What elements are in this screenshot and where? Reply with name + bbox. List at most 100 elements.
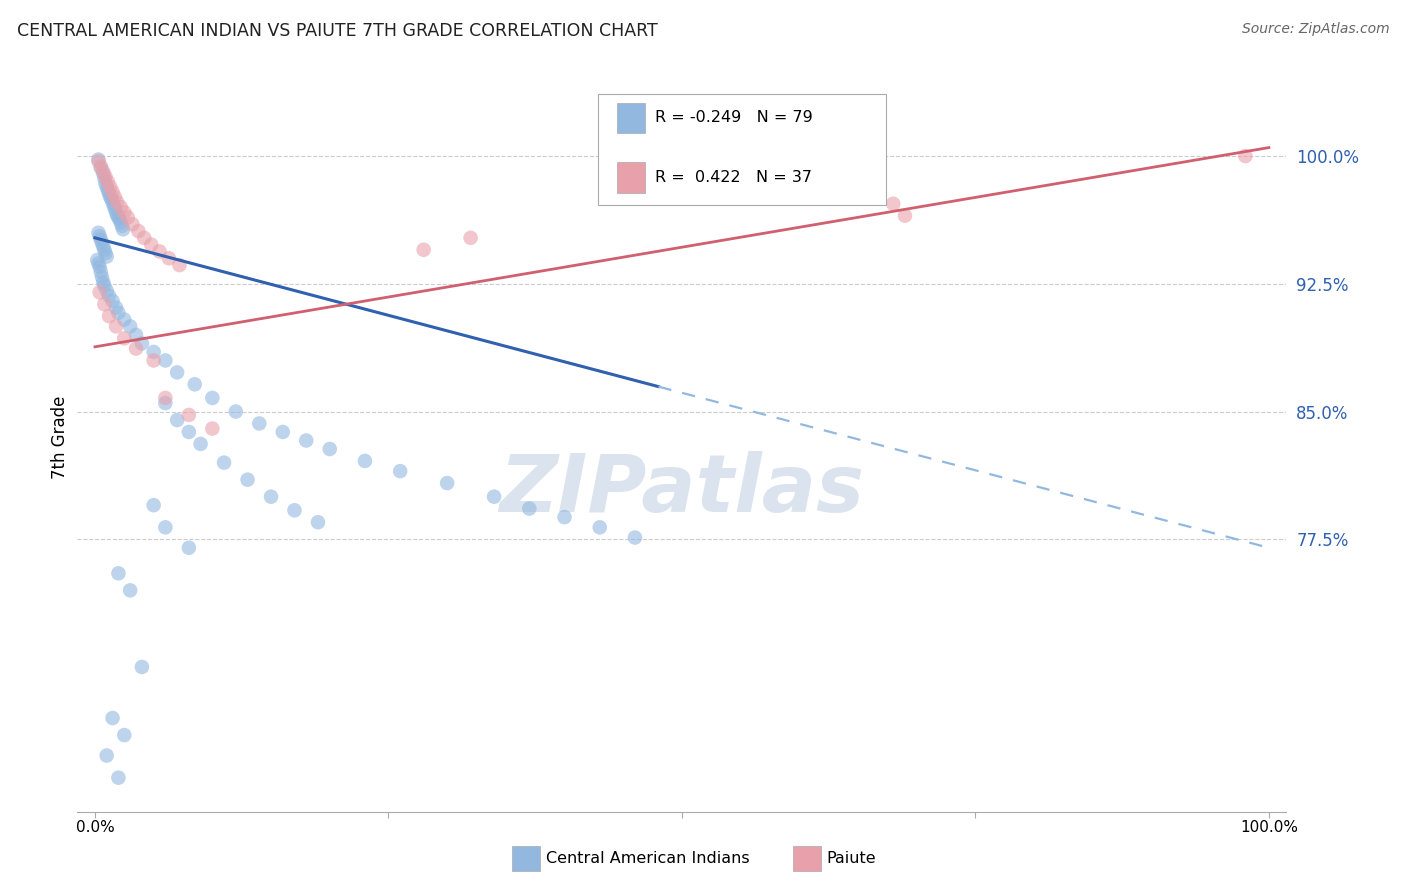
Point <box>201 421 224 435</box>
Point <box>131 336 153 351</box>
Point <box>90 159 112 173</box>
Point <box>96 748 118 763</box>
Point <box>190 437 212 451</box>
Point <box>94 169 117 184</box>
Point <box>319 442 342 456</box>
Point <box>183 377 205 392</box>
Point <box>112 312 135 326</box>
Point <box>89 260 111 274</box>
Point <box>236 473 259 487</box>
Point <box>166 365 188 379</box>
Point <box>107 306 129 320</box>
Point <box>101 293 124 308</box>
Point <box>177 425 200 439</box>
Point <box>98 186 121 201</box>
Point <box>90 265 112 279</box>
Point <box>93 243 115 257</box>
Point <box>283 503 305 517</box>
Point <box>125 342 148 356</box>
Text: ZIPatlas: ZIPatlas <box>499 450 865 529</box>
Point <box>212 456 235 470</box>
Point <box>105 195 128 210</box>
Point <box>271 425 294 439</box>
Point <box>482 490 505 504</box>
Point <box>97 175 120 189</box>
Point <box>98 179 121 194</box>
Point <box>107 566 129 581</box>
Point <box>87 226 110 240</box>
Point <box>98 289 121 303</box>
Point <box>1234 149 1257 163</box>
Point <box>155 520 177 534</box>
Point <box>882 196 904 211</box>
Point <box>166 413 188 427</box>
Point <box>389 464 412 478</box>
Point <box>112 205 135 219</box>
Point <box>589 520 612 534</box>
Point <box>91 166 114 180</box>
Point <box>91 239 114 253</box>
Point <box>110 215 132 229</box>
Point <box>87 154 110 169</box>
Point <box>101 195 124 210</box>
Point <box>624 531 647 545</box>
Point <box>94 177 117 191</box>
Point <box>89 285 111 300</box>
Text: Source: ZipAtlas.com: Source: ZipAtlas.com <box>1241 22 1389 37</box>
Point <box>93 171 115 186</box>
Point <box>142 353 165 368</box>
Text: CENTRAL AMERICAN INDIAN VS PAIUTE 7TH GRADE CORRELATION CHART: CENTRAL AMERICAN INDIAN VS PAIUTE 7TH GR… <box>17 22 658 40</box>
Point <box>105 209 128 223</box>
Point <box>148 244 170 259</box>
Point <box>131 660 153 674</box>
Point <box>107 771 129 785</box>
Point <box>90 233 112 247</box>
Point <box>225 404 247 418</box>
Point <box>117 211 139 225</box>
Text: 100.0%: 100.0% <box>1240 821 1298 835</box>
Point <box>824 192 846 206</box>
Point <box>125 327 148 342</box>
Text: Central American Indians: Central American Indians <box>546 851 749 865</box>
Point <box>155 396 177 410</box>
Point <box>93 278 115 293</box>
Point <box>201 391 224 405</box>
Point <box>101 185 124 199</box>
Point <box>105 319 128 334</box>
Point <box>104 202 127 216</box>
Point <box>412 243 434 257</box>
Point <box>105 301 128 315</box>
Point <box>307 515 329 529</box>
Point <box>120 583 142 598</box>
Point <box>97 183 120 197</box>
Point <box>142 345 165 359</box>
Point <box>87 153 110 167</box>
Point <box>177 541 200 555</box>
Text: 0.0%: 0.0% <box>76 821 114 835</box>
Point <box>260 490 283 504</box>
Point <box>460 231 482 245</box>
Point <box>157 252 180 266</box>
Point <box>295 434 318 448</box>
Point <box>787 183 810 197</box>
Point <box>436 476 458 491</box>
Point <box>103 198 125 212</box>
Point <box>91 270 114 285</box>
Point <box>141 237 163 252</box>
Point <box>111 219 134 233</box>
Point <box>121 217 143 231</box>
Point <box>110 200 132 214</box>
Point <box>105 205 128 219</box>
Point <box>93 297 115 311</box>
Point <box>91 275 114 289</box>
Point <box>112 728 135 742</box>
Point <box>96 250 118 264</box>
Text: R = -0.249   N = 79: R = -0.249 N = 79 <box>655 111 813 125</box>
Point <box>91 235 114 250</box>
Point <box>98 190 121 204</box>
Point <box>101 711 124 725</box>
Point <box>894 209 917 223</box>
Text: R =  0.422   N = 37: R = 0.422 N = 37 <box>655 170 813 185</box>
Point <box>554 510 576 524</box>
Point <box>517 501 540 516</box>
